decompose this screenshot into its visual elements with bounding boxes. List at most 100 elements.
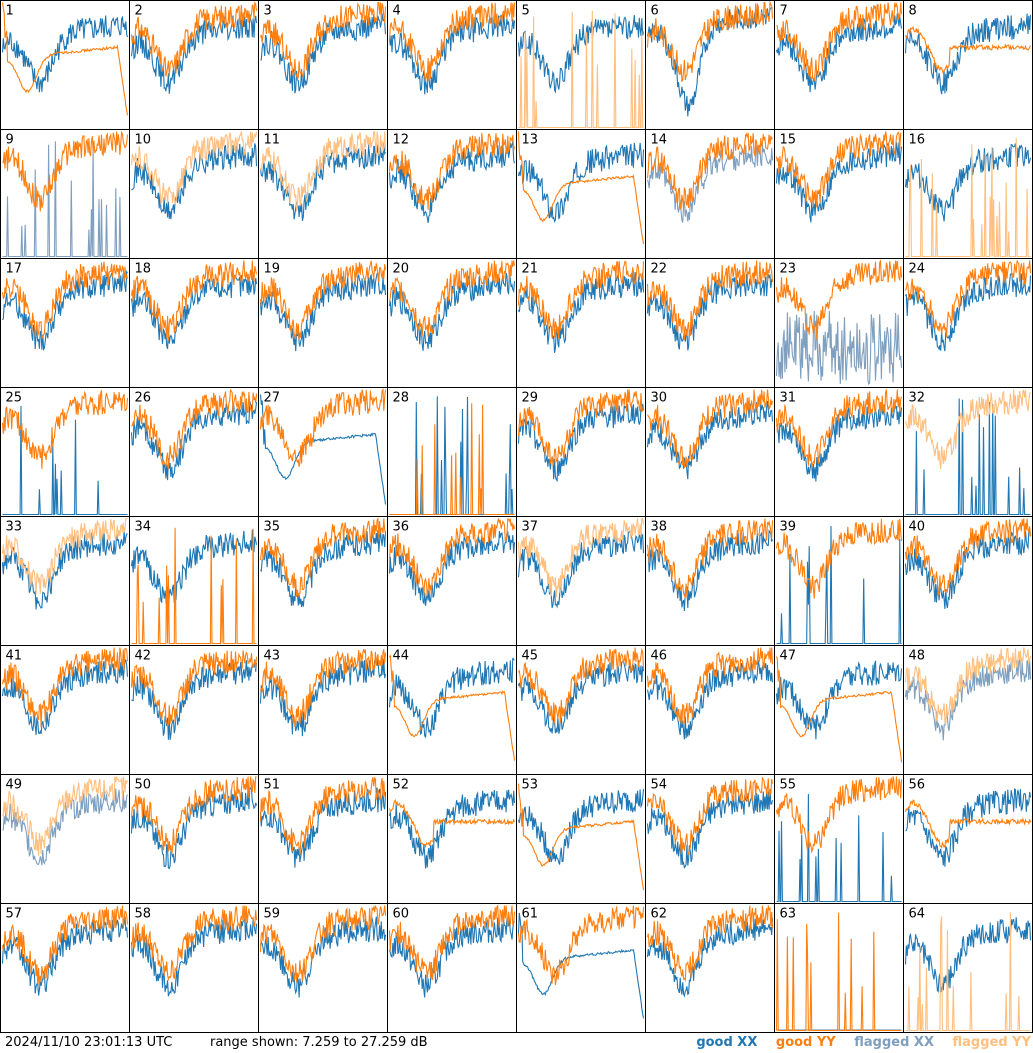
panel-6: 6: [645, 0, 775, 130]
panel-31: 31: [774, 387, 904, 517]
yy-series-line: [388, 2, 516, 82]
panel-label: 44: [393, 649, 410, 664]
panel-33: 33: [0, 516, 130, 646]
panel-label: 14: [651, 133, 668, 148]
panel-label: 16: [909, 133, 926, 148]
yy-series-line: [646, 132, 773, 210]
yy-series-line: [2, 130, 129, 212]
panel-label: 55: [780, 778, 797, 793]
panel-label: 58: [135, 907, 152, 922]
panel-label: 63: [780, 907, 797, 922]
panel-label: 18: [135, 262, 152, 277]
panel-label: 5: [522, 4, 530, 19]
panel-label: 42: [135, 649, 152, 664]
xx-series-line: [517, 530, 645, 609]
panel-7: 7: [774, 0, 904, 130]
panel-frame: [903, 645, 1033, 775]
yy-series-line: [517, 783, 645, 891]
yy-series-line: [259, 517, 387, 598]
panel-label: 24: [909, 262, 926, 277]
yy-series-line: [1, 261, 129, 340]
xx-series-line: [904, 13, 1032, 95]
yy-series-line: [517, 260, 645, 339]
panel-label: 19: [264, 262, 281, 277]
panel-49: 49: [0, 774, 130, 904]
panel-label: 7: [780, 4, 788, 19]
yy-series-line: [646, 647, 774, 725]
yy-series-line: [518, 10, 644, 129]
panel-label: 48: [909, 649, 926, 664]
panel-13: 13: [516, 129, 646, 259]
yy-series-line: [1, 647, 129, 728]
panel-label: 25: [6, 391, 23, 406]
panel-frame: [645, 903, 775, 1033]
yy-series-line: [517, 905, 645, 985]
yy-series-line: [646, 0, 774, 83]
yy-series-line: [517, 389, 645, 467]
panel-label: 38: [651, 520, 668, 535]
panel-10: 10: [129, 129, 259, 259]
legend: good XX good YY flagged XX flagged YY: [682, 1033, 1031, 1053]
legend-good-yy: good YY: [775, 1035, 836, 1050]
yy-series-line: [517, 131, 645, 245]
panel-label: 45: [522, 649, 539, 664]
panel-54: 54: [645, 774, 775, 904]
panel-50: 50: [129, 774, 259, 904]
panel-label: 29: [522, 391, 539, 406]
panel-frame: [903, 129, 1033, 259]
panel-17: 17: [0, 258, 130, 388]
yy-series-line: [388, 518, 516, 597]
xx-series-line: [2, 406, 128, 516]
panel-38: 38: [645, 516, 775, 646]
xx-series-line: [388, 917, 515, 998]
xx-series-line: [2, 141, 128, 258]
panel-55: 55: [774, 774, 904, 904]
panel-label: 59: [264, 907, 281, 922]
yy-series-line: [775, 259, 903, 340]
yy-series-line: [1, 517, 128, 594]
panel-frame: [129, 774, 259, 904]
yy-series-line: [130, 650, 258, 727]
panel-label: 23: [780, 262, 797, 277]
panel-frame: [129, 387, 259, 517]
panel-64: 64: [903, 903, 1033, 1033]
panel-label: 51: [264, 778, 281, 793]
panel-frame: [774, 645, 904, 775]
yy-series-line: [775, 656, 903, 763]
panel-11: 11: [258, 129, 388, 259]
yy-series-line: [905, 137, 1031, 258]
panel-57: 57: [0, 903, 130, 1033]
xx-series-line: [517, 659, 645, 734]
xx-series-line: [388, 789, 516, 869]
yy-series-line: [904, 799, 1032, 849]
xx-series-line: [130, 529, 258, 612]
panel-label: 11: [264, 133, 281, 148]
panel-59: 59: [258, 903, 388, 1033]
panel-label: 8: [909, 4, 917, 19]
xx-series-line: [259, 787, 387, 868]
yy-series-line: [517, 517, 645, 598]
panel-30: 30: [645, 387, 775, 517]
panel-8: 8: [903, 0, 1033, 130]
panel-frame: [903, 774, 1033, 904]
panel-35: 35: [258, 516, 388, 646]
panel-48: 48: [903, 645, 1033, 775]
panel-41: 41: [0, 645, 130, 775]
panel-34: 34: [129, 516, 259, 646]
yy-series-line: [130, 905, 258, 982]
xx-series-line: [130, 14, 258, 94]
yy-series-line: [1, 390, 129, 469]
panel-19: 19: [258, 258, 388, 388]
yy-series-line: [904, 647, 1032, 725]
panel-label: 21: [522, 262, 539, 277]
xx-series-line: [517, 403, 645, 483]
yy-series-line: [904, 25, 1031, 76]
panel-label: 1: [6, 4, 14, 19]
panel-label: 27: [264, 391, 281, 406]
xx-series-line: [517, 142, 645, 223]
panel-63: 63: [774, 903, 904, 1033]
panel-frame: [387, 516, 517, 646]
panel-label: 64: [909, 907, 926, 922]
panel-3: 3: [258, 0, 388, 130]
panel-27: 27: [258, 387, 388, 517]
